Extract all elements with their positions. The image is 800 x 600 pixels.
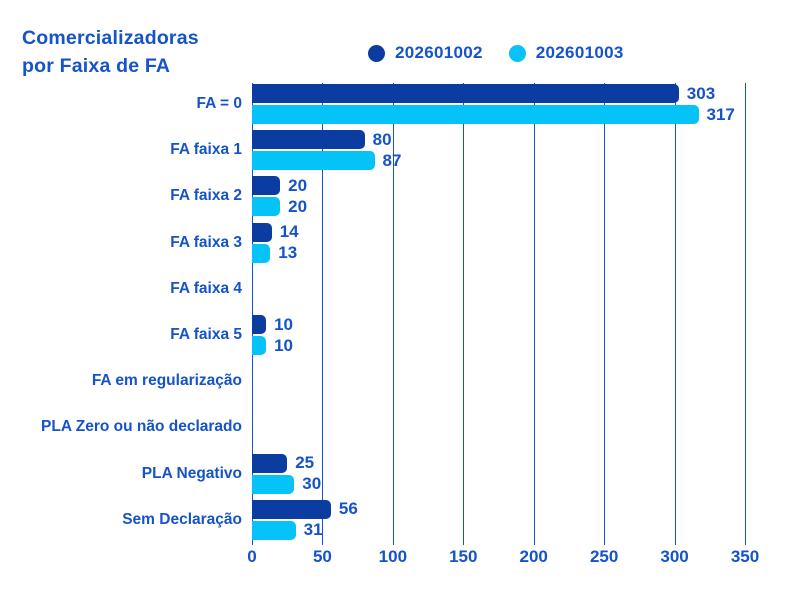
bar-value-label: 25 [295,453,315,473]
x-axis-tick-label: 200 [519,547,548,566]
legend-dot-icon [508,44,526,62]
x-axis-tick-label: 300 [660,547,689,566]
bar-value-label: 10 [274,314,293,334]
bar-202601003-FA = 0[interactable] [252,105,699,124]
x-axis-tick-label: 350 [730,547,760,566]
legend-dot-icon [368,44,385,62]
x-axis-tick-label: 250 [589,547,619,566]
bar-202601003-FA faixa 5[interactable] [252,336,267,355]
bar-value-label: 303 [686,83,716,103]
y-axis-category-label: FA em regularização [91,372,242,390]
legend: 202601002 202601003 [368,43,624,63]
bar-202601002-FA faixa 5[interactable] [252,315,267,334]
legend-label: 202601002 [395,43,483,62]
y-axis-category-label: FA faixa 1 [170,141,242,159]
chart-title-line2: por Faixa de FA [22,55,171,77]
gridline-x-150 [463,83,465,545]
y-axis-category-label: PLA Negativo [141,464,242,482]
bar-value-label: 20 [288,196,308,216]
y-axis-category-label: FA faixa 4 [170,279,242,297]
x-axis-tick-label: 100 [378,547,408,566]
bar-202601002-Sem Declaração[interactable] [252,499,331,519]
y-axis-category-label: FA faixa 5 [170,326,242,343]
chart-title-line1: Comercializadoras [22,27,199,49]
chart-title: Comercializadoras por Faixa de FA [22,24,199,80]
bar-202601002-FA = 0[interactable] [252,84,679,103]
x-axis-tick-label: 150 [449,547,478,566]
bar-value-label: 20 [288,175,308,195]
bar-202601003-Sem Declaração[interactable] [252,520,296,540]
y-axis-category-label: PLA Zero ou não declarado [41,418,242,436]
bar-202601002-PLA Negativo[interactable] [252,453,288,473]
gridline-x-100 [392,83,394,545]
bar-value-label: 31 [303,520,323,540]
gridline-x-50 [322,83,324,545]
bar-202601003-PLA Negativo[interactable] [252,474,295,494]
bar-202601002-FA faixa 2[interactable] [252,176,281,196]
gridline-x-350 [745,83,746,545]
bar-value-label: 13 [278,243,298,263]
bar-202601003-FA faixa 2[interactable] [252,197,281,217]
bar-value-label: 14 [279,222,299,242]
legend-label: 202601003 [535,43,624,62]
legend-item-202601002[interactable]: 202601002 [368,43,483,63]
gridline-x-250 [604,83,606,545]
bar-202601002-FA faixa 1[interactable] [252,130,365,150]
gridline-x-200 [533,83,535,545]
bar-value-label: 80 [372,129,392,149]
gridline-x-300 [674,83,676,545]
bar-202601002-FA faixa 3[interactable] [252,222,272,242]
bar-202601003-FA faixa 3[interactable] [252,243,271,263]
gridline-x-0 [252,83,253,545]
x-axis-tick-label: 0 [247,547,257,566]
bar-202601003-FA faixa 1[interactable] [252,151,375,171]
y-axis-category-label: FA faixa 3 [170,233,242,251]
x-axis-tick-label: 50 [312,547,332,566]
bar-value-label: 317 [706,104,735,124]
y-axis-category-label: FA = 0 [196,95,242,112]
bar-value-label: 10 [274,335,293,355]
legend-item-202601003[interactable]: 202601003 [508,43,624,63]
bar-value-label: 87 [382,150,402,170]
y-axis-category-label: Sem Declaração [122,510,242,528]
bar-value-label: 30 [302,474,322,494]
y-axis-category-label: FA faixa 2 [170,187,242,205]
bar-value-label: 56 [338,499,358,519]
